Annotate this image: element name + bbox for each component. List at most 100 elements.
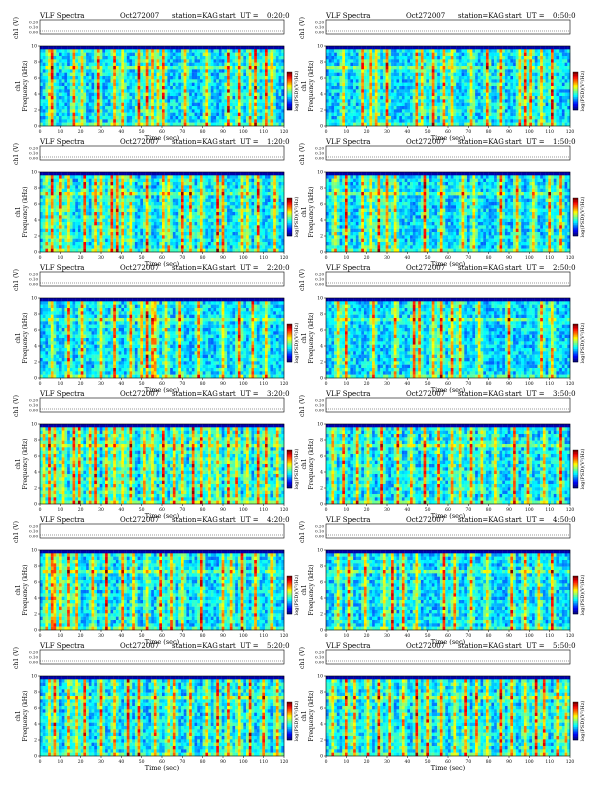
spectrogram-cell (535, 103, 538, 106)
spectrogram-cell (556, 106, 559, 109)
spectrogram-cell (224, 86, 227, 89)
spectrogram-cell (475, 49, 478, 52)
spectrogram-cell (453, 123, 456, 126)
spectrogram-cell (257, 53, 260, 56)
spectrogram-cell (165, 59, 168, 62)
spectrogram-cell (451, 79, 454, 82)
spectrogram-cell (143, 106, 146, 109)
spectrogram-cell (73, 73, 76, 76)
spectrogram-cell (437, 119, 440, 122)
spectrogram-cell (243, 103, 246, 106)
spectrogram-cell (62, 99, 65, 102)
spectrogram-cell (67, 99, 70, 102)
spectrogram-cell (189, 56, 192, 59)
spectrogram-cell (424, 96, 427, 99)
spectrogram-cell (516, 46, 519, 49)
spectrogram-cell (241, 83, 244, 86)
spectrogram-cell (251, 66, 254, 69)
spectrogram-cell (399, 59, 402, 62)
spectrogram-cell (121, 53, 124, 56)
spectrogram-cell (497, 59, 500, 62)
spectrogram-cell (92, 73, 95, 76)
spectrogram-cell (440, 93, 443, 96)
spectrogram-cell (548, 59, 551, 62)
spectrogram-cell (257, 123, 260, 126)
spectrogram-cell (40, 245, 43, 248)
spectrogram-cell (56, 83, 59, 86)
spectrogram-cell (78, 59, 81, 62)
spectrogram-cell (502, 116, 505, 119)
spectrogram-cell (505, 49, 508, 52)
spectrogram-cell (165, 109, 168, 112)
spectrogram-cell (241, 103, 244, 106)
spectrogram-cell (548, 49, 551, 52)
spectrogram-cell (565, 96, 568, 99)
spectrogram-cell (56, 99, 59, 102)
spectrogram-cell (43, 192, 46, 195)
spectrogram-cell (45, 175, 48, 178)
spectrogram-cell (108, 66, 111, 69)
spectrogram-cell (375, 83, 378, 86)
spectrogram-cell (241, 86, 244, 89)
spectrogram-cell (448, 79, 451, 82)
spectrogram-cell (543, 56, 546, 59)
spectrogram-cell (543, 96, 546, 99)
spectrogram-cell (440, 113, 443, 116)
spectrogram-cell (203, 123, 206, 126)
spectrogram-cell (208, 79, 211, 82)
spectrogram-cell (426, 99, 429, 102)
spectrogram-cell (497, 106, 500, 109)
spectrogram-cell (386, 93, 389, 96)
spectrogram-cell (146, 99, 149, 102)
spectrogram-cell (78, 106, 81, 109)
spectrogram-cell (167, 113, 170, 116)
spectrogram-cell (554, 113, 557, 116)
spectrogram-cell (464, 83, 467, 86)
spectrogram-cell (535, 73, 538, 76)
spectrogram-cell (350, 103, 353, 106)
spectrogram-cell (227, 69, 230, 72)
spectrogram-cell (195, 69, 198, 72)
spectrogram-cell (143, 109, 146, 112)
spectrogram-cell (478, 76, 481, 79)
spectrogram-cell (364, 116, 367, 119)
spectrogram-cell (467, 53, 470, 56)
spectrogram-cell (334, 66, 337, 69)
spectrogram-cell (51, 93, 54, 96)
spectrogram-cell (559, 93, 562, 96)
spectrogram-cell (372, 99, 375, 102)
spectrogram-cell (380, 53, 383, 56)
spectrogram-cell (399, 56, 402, 59)
spectrogram-cell (432, 46, 435, 49)
spectrogram-cell (254, 89, 257, 92)
spectrogram-cell (527, 83, 530, 86)
spectrogram-cell (426, 73, 429, 76)
spectrogram-cell (83, 59, 86, 62)
spectrogram-cell (219, 73, 222, 76)
spectrogram-cell (497, 63, 500, 66)
spectrogram-cell (51, 239, 54, 242)
spectrogram-cell (159, 73, 162, 76)
spectrogram-cell (276, 56, 279, 59)
spectrogram-cell (279, 93, 282, 96)
spectrogram-cell (64, 53, 67, 56)
spectrogram-cell (143, 73, 146, 76)
spectrogram-cell (372, 113, 375, 116)
spectrogram-cell (478, 106, 481, 109)
spectrogram-cell (48, 46, 51, 49)
spectrogram-cell (331, 116, 334, 119)
y-tick-label: 10 (31, 44, 37, 50)
spectrogram-cell (418, 76, 421, 79)
spectrogram-cell (238, 63, 241, 66)
spectrogram-cell (518, 56, 521, 59)
spectrogram-cell (405, 86, 408, 89)
spectrogram-cell (268, 49, 271, 52)
colorbar-segment (573, 97, 578, 99)
spectrogram-cell (186, 59, 189, 62)
spectrogram-cell (273, 113, 276, 116)
spectrogram-cell (189, 96, 192, 99)
spectrogram-cell (554, 103, 557, 106)
spectrogram-cell (521, 86, 524, 89)
spectrogram-cell (500, 56, 503, 59)
x-tick-label: 50 (139, 129, 145, 135)
